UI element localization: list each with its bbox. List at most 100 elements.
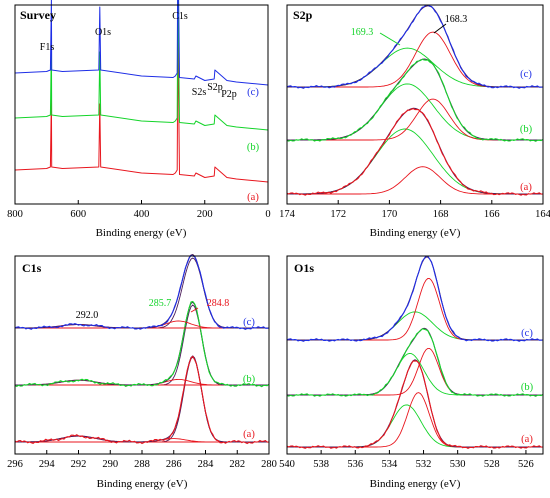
c1s-ticks: 296 294 292 290 288 286 284 282 280 bbox=[7, 450, 277, 470]
tick-label-536: 536 bbox=[347, 459, 363, 470]
series-b-component-1 bbox=[15, 304, 269, 386]
tick-label-800: 800 bbox=[7, 209, 23, 220]
o1s-ticks: 540 538 536 534 532 530 528 526 bbox=[279, 450, 534, 470]
c1s-title: C1s bbox=[22, 261, 42, 275]
series-b-raw-line bbox=[14, 300, 270, 388]
series-b-raw-line bbox=[286, 328, 544, 397]
s2p-series-label-a: (a) bbox=[520, 182, 532, 193]
series-a-raw-line bbox=[14, 355, 270, 445]
survey-curves bbox=[14, 0, 269, 183]
series-a-component-1 bbox=[287, 128, 543, 195]
series-b-raw-line bbox=[286, 58, 544, 142]
tick-label-600: 600 bbox=[70, 209, 86, 220]
tick-label-280: 280 bbox=[261, 459, 277, 470]
s2p-annotation-arrow-169 bbox=[379, 32, 401, 46]
series-b-component-1 bbox=[287, 83, 543, 141]
panel-o1s: 540 538 536 534 532 530 528 526 O1s (c) (b) (a)… bbox=[279, 255, 544, 490]
series-c-component-1 bbox=[15, 257, 269, 329]
tick-label-538: 538 bbox=[313, 459, 329, 470]
series-a-envelope bbox=[15, 355, 269, 443]
tick-label-286: 286 bbox=[166, 459, 182, 470]
tick-label-170: 170 bbox=[382, 209, 398, 220]
o1s-series-label-a: (a) bbox=[521, 434, 533, 445]
c1s-series-label-b: (b) bbox=[243, 374, 256, 385]
s2p-curves bbox=[286, 4, 544, 196]
series-a-envelope bbox=[287, 359, 543, 448]
o1s-title: O1s bbox=[294, 261, 314, 275]
tick-label-168: 168 bbox=[433, 209, 449, 220]
series-c-raw-line bbox=[286, 4, 544, 89]
o1s-xlabel: Binding energy (eV) bbox=[370, 478, 461, 490]
series-c-envelope bbox=[15, 253, 269, 329]
tick-label-0: 0 bbox=[265, 209, 270, 220]
series-c-component-2 bbox=[287, 278, 543, 341]
survey-label-s2p: S2p bbox=[207, 82, 223, 93]
series-c-component-2 bbox=[287, 31, 543, 88]
s2p-annotation-168: 168.3 bbox=[445, 14, 468, 25]
tick-label-174: 174 bbox=[279, 209, 296, 220]
series-c-component-1 bbox=[287, 311, 543, 341]
tick-label-282: 282 bbox=[229, 459, 245, 470]
s2p-frame bbox=[286, 4, 544, 205]
survey-ticks: 800 600 400 200 0 bbox=[7, 200, 271, 220]
survey-label-o1s: O1s bbox=[95, 27, 111, 38]
s2p-annotation-arrow-168 bbox=[433, 23, 447, 34]
survey-title: Survey bbox=[20, 8, 56, 22]
c1s-series-label-c: (c) bbox=[243, 317, 255, 328]
tick-label-530: 530 bbox=[450, 459, 466, 470]
c1s-curves bbox=[14, 253, 270, 445]
tick-label-290: 290 bbox=[102, 459, 118, 470]
s2p-ticks: 174 172 170 168 166 164 bbox=[279, 200, 550, 220]
survey-xlabel: Binding energy (eV) bbox=[96, 227, 187, 239]
o1s-frame bbox=[286, 255, 544, 455]
series-b-component-2 bbox=[287, 98, 543, 141]
o1s-series-label-c: (c) bbox=[521, 328, 533, 339]
o1s-curves bbox=[286, 255, 544, 450]
survey-label-f1s: F1s bbox=[40, 42, 55, 53]
series-a-raw-line bbox=[286, 107, 544, 196]
tick-label-292: 292 bbox=[71, 459, 87, 470]
tick-label-400: 400 bbox=[134, 209, 150, 220]
series-c-envelope bbox=[287, 256, 543, 341]
survey-series-c-line bbox=[14, 0, 269, 86]
survey-series-label-c: (c) bbox=[247, 87, 259, 98]
series-b-component-2 bbox=[287, 347, 543, 396]
series-c-raw-line bbox=[286, 255, 544, 342]
s2p-series-label-c: (c) bbox=[520, 69, 532, 80]
survey-label-s2s: S2s bbox=[192, 87, 207, 98]
tick-label-164: 164 bbox=[535, 209, 550, 220]
c1s-annotation-292: 292.0 bbox=[76, 310, 99, 321]
series-c-raw-line bbox=[14, 254, 270, 331]
series-a-raw-line bbox=[286, 360, 544, 450]
series-b-envelope bbox=[15, 301, 269, 386]
survey-series-label-b: (b) bbox=[247, 142, 260, 153]
c1s-annotation-285-7: 285.7 bbox=[149, 298, 172, 309]
o1s-series-label-b: (b) bbox=[521, 382, 534, 393]
survey-label-p2p: P2p bbox=[221, 89, 237, 100]
series-a-component-1 bbox=[15, 356, 269, 443]
c1s-xlabel: Binding energy (eV) bbox=[97, 478, 188, 490]
tick-label-172: 172 bbox=[330, 209, 346, 220]
series-a-component-2 bbox=[287, 392, 543, 448]
tick-label-200: 200 bbox=[197, 209, 213, 220]
tick-label-294: 294 bbox=[39, 459, 56, 470]
survey-frame bbox=[14, 4, 269, 205]
s2p-annotation-169: 169.3 bbox=[351, 27, 374, 38]
tick-label-284: 284 bbox=[198, 459, 215, 470]
series-a-component-1 bbox=[287, 404, 543, 448]
panel-c1s: 296 294 292 290 288 286 284 282 280 C1s 292.0 28… bbox=[7, 253, 277, 490]
survey-series-a-line bbox=[14, 31, 269, 183]
panel-survey: 800 600 400 200 0 Survey F1s O1s C1s S2s S2p… bbox=[7, 0, 271, 239]
panel-s2p: 174 172 170 168 166 164 S2p 169.3 168.3 (c) (… bbox=[279, 4, 550, 239]
c1s-annotation-284-8: 284.8 bbox=[207, 298, 230, 309]
c1s-frame bbox=[14, 255, 270, 455]
c1s-annotation-arrow-284-8 bbox=[190, 307, 199, 313]
series-a-envelope bbox=[287, 107, 543, 195]
series-a-component-2 bbox=[287, 166, 543, 195]
series-b-envelope bbox=[287, 58, 543, 141]
tick-label-532: 532 bbox=[416, 459, 432, 470]
tick-label-296: 296 bbox=[7, 459, 23, 470]
tick-label-288: 288 bbox=[134, 459, 150, 470]
